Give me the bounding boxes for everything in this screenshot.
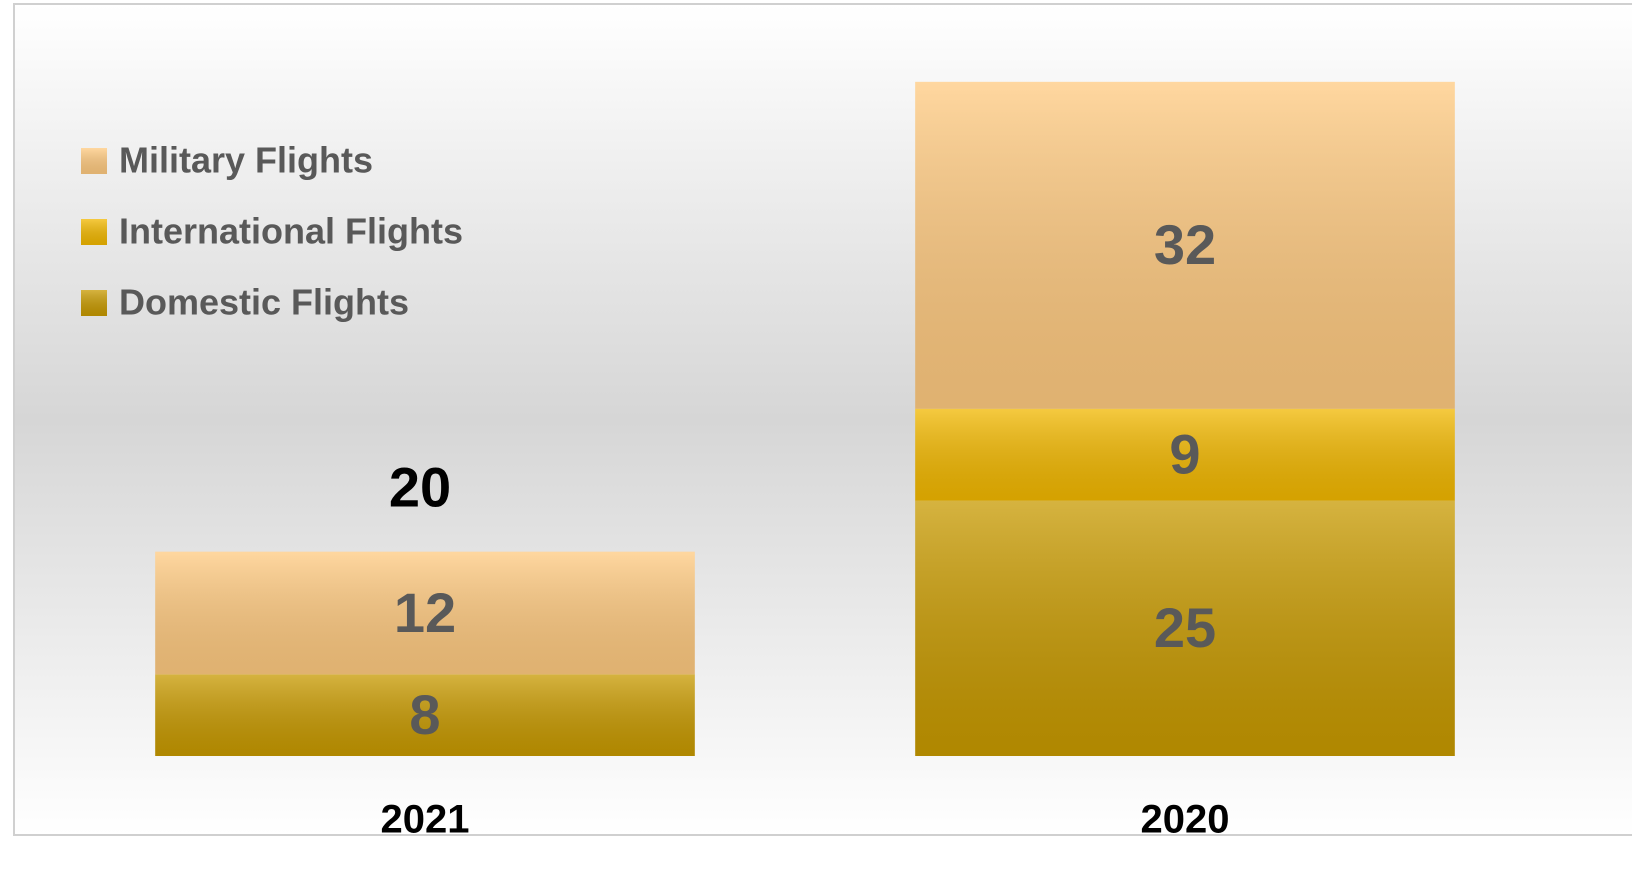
bar-shade [155,674,695,756]
legend-label: Military Flights [119,140,373,181]
data-label: 25 [1154,596,1216,659]
bar-shade [155,551,695,675]
bar-shade [915,81,1455,409]
bar-shade [915,408,1455,501]
data-label: 32 [1154,213,1216,276]
bar-shade [915,500,1455,756]
data-label: 12 [394,581,456,644]
legend-swatch-shade [81,148,107,174]
x-tick-label: 2020 [1141,798,1230,842]
legend-label: Domestic Flights [119,282,409,323]
x-tick-label: 2021 [381,798,470,842]
data-label: 8 [409,683,440,746]
legend-swatch-shade [81,290,107,316]
legend-label: International Flights [119,211,463,252]
data-label: 9 [1169,422,1200,485]
total-label: 20 [389,456,451,519]
legend-swatch-shade [81,219,107,245]
